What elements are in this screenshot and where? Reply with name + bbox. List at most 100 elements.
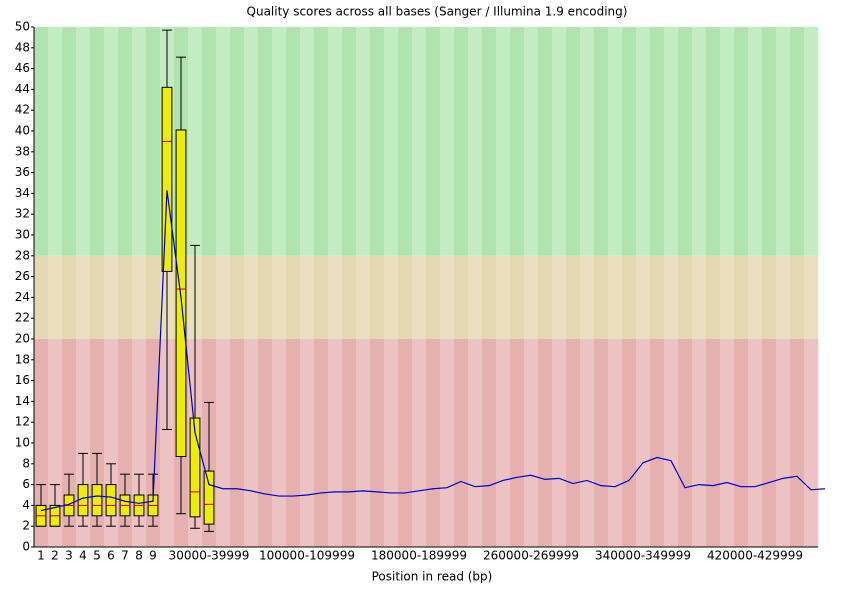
quality-band: [202, 27, 217, 256]
quality-band: [216, 255, 231, 339]
quality-band: [608, 339, 623, 547]
quality-band: [272, 27, 287, 256]
quality-band: [734, 339, 749, 547]
quality-band: [720, 27, 735, 256]
quality-band: [706, 27, 721, 256]
quality-band: [608, 27, 623, 256]
x-tick-label: 340000-349999: [595, 549, 691, 563]
quality-band: [664, 255, 679, 339]
y-tick-label: 48: [15, 40, 30, 54]
quality-band: [692, 27, 707, 256]
quality-band: [804, 255, 819, 339]
quality-band: [720, 339, 735, 547]
quality-band: [188, 27, 203, 256]
quality-band: [734, 255, 749, 339]
quality-band: [104, 255, 119, 339]
quality-band: [412, 339, 427, 547]
quality-band: [48, 339, 63, 547]
y-tick-label: 16: [15, 373, 30, 387]
quality-band: [230, 27, 245, 256]
quality-band: [510, 27, 525, 256]
quality-band: [790, 27, 805, 256]
quality-band: [258, 27, 273, 256]
x-axis-label: Position in read (bp): [372, 570, 493, 584]
y-tick-label: 12: [15, 415, 30, 429]
quality-band: [790, 255, 805, 339]
quality-band: [776, 339, 791, 547]
y-tick-label: 38: [15, 144, 30, 158]
quality-band: [636, 27, 651, 256]
box: [189, 417, 201, 518]
quality-band: [328, 27, 343, 256]
quality-band: [552, 255, 567, 339]
quality-band: [440, 255, 455, 339]
quality-band: [776, 255, 791, 339]
quality-band: [244, 339, 259, 547]
quality-band: [650, 255, 665, 339]
y-tick-label: 40: [15, 124, 30, 138]
quality-band: [566, 339, 581, 547]
quality-band: [678, 255, 693, 339]
x-tick-label: 180000-189999: [371, 549, 467, 563]
y-tick-label: 46: [15, 61, 30, 75]
box: [203, 470, 215, 525]
quality-band: [538, 27, 553, 256]
quality-band: [426, 255, 441, 339]
quality-band: [706, 255, 721, 339]
quality-band: [678, 339, 693, 547]
quality-band: [538, 339, 553, 547]
y-tick-label: 2: [22, 519, 30, 533]
quality-band: [510, 339, 525, 547]
quality-band: [160, 339, 175, 547]
x-tick-label: 8: [135, 549, 143, 563]
y-tick-label: 44: [15, 82, 30, 96]
quality-band: [244, 255, 259, 339]
quality-band: [328, 255, 343, 339]
quality-band: [202, 255, 217, 339]
quality-band: [258, 339, 273, 547]
box: [105, 484, 117, 517]
quality-band: [594, 255, 609, 339]
quality-band: [230, 339, 245, 547]
quality-band: [762, 27, 777, 256]
quality-band: [664, 339, 679, 547]
quality-band: [146, 27, 161, 256]
quality-band: [524, 339, 539, 547]
quality-band: [706, 339, 721, 547]
quality-band: [216, 339, 231, 547]
quality-band: [244, 27, 259, 256]
y-tick-label: 24: [15, 290, 30, 304]
y-tick-label: 20: [15, 332, 30, 346]
quality-band: [454, 339, 469, 547]
quality-band: [328, 339, 343, 547]
quality-band: [300, 255, 315, 339]
x-tick-label: 1: [37, 549, 45, 563]
quality-band: [356, 339, 371, 547]
quality-band: [552, 339, 567, 547]
quality-band: [594, 27, 609, 256]
y-tick-label: 30: [15, 228, 30, 242]
quality-band: [398, 255, 413, 339]
y-tick-label: 50: [15, 20, 30, 34]
box: [91, 484, 103, 517]
y-tick-label: 18: [15, 352, 30, 366]
quality-band: [384, 27, 399, 256]
x-tick-label: 260000-269999: [483, 549, 579, 563]
quality-band: [370, 339, 385, 547]
quality-band: [580, 255, 595, 339]
quality-band: [594, 339, 609, 547]
y-tick-label: 42: [15, 103, 30, 117]
quality-band: [62, 27, 77, 256]
quality-band: [258, 255, 273, 339]
quality-band: [580, 339, 595, 547]
quality-band: [412, 27, 427, 256]
y-tick-label: 36: [15, 165, 30, 179]
y-tick-label: 8: [22, 456, 30, 470]
quality-band: [342, 27, 357, 256]
quality-band: [664, 27, 679, 256]
quality-band: [454, 255, 469, 339]
quality-band: [678, 27, 693, 256]
quality-band: [482, 27, 497, 256]
x-tick-label: 100000-109999: [259, 549, 355, 563]
